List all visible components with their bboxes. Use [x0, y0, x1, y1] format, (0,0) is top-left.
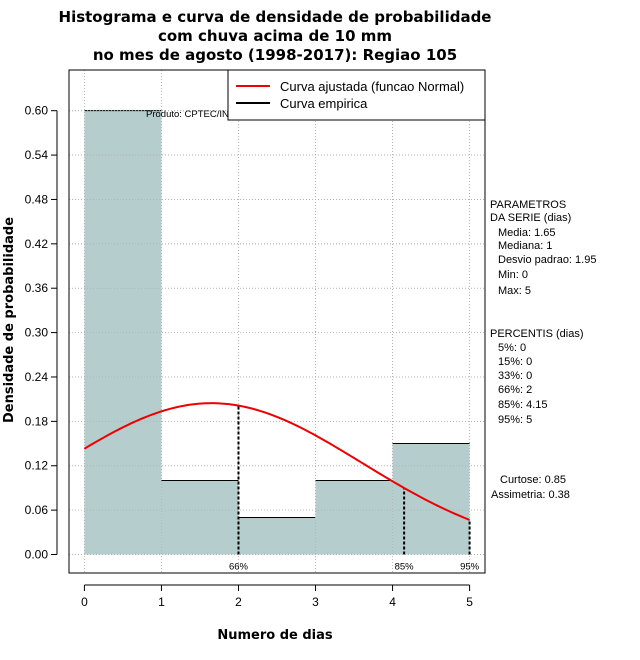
y-tick-label-7: 0.42	[25, 237, 49, 251]
stats-percentis-3: 33%: 0	[498, 370, 532, 382]
stats-percentis-1: 5%: 0	[498, 342, 526, 354]
x-tick-label-4: 4	[389, 595, 396, 609]
legend-label-empirical-curve: Curva empirica	[280, 96, 368, 111]
watermark-text: Produto: CPTEC/INPE	[146, 109, 242, 120]
y-tick-label-9: 0.54	[25, 148, 49, 162]
chart-title-line-1: Histograma e curva de densidade de proba…	[59, 8, 492, 26]
histogram-bar-3	[315, 480, 393, 555]
y-tick-label-6: 0.36	[25, 281, 49, 295]
normal-curve-layer	[83, 402, 470, 521]
axes-layer: 0 1 2 3 4 5 0.00 0.06 0.12 0.18 0.24 0.30 0.36 0.42 0.…	[25, 104, 474, 609]
legend-label-fitted-curve: Curva ajustada (funcao Normal)	[280, 79, 464, 94]
stats-parametros-1: DA SERIE (dias)	[490, 212, 571, 224]
stats-parametros-3: Mediana: 1	[498, 240, 552, 252]
histogram-bar-1	[161, 480, 239, 555]
stats-percentis-2: 15%: 0	[498, 356, 532, 368]
x-tick-label-0: 0	[81, 595, 88, 609]
stats-percentis-4: 66%: 2	[498, 384, 532, 396]
chart-title-line-3: no mes de agosto (1998-2017): Regiao 105	[93, 46, 457, 64]
percentile-marker-label-1: 85%	[395, 562, 415, 573]
normal-density-curve	[83, 402, 470, 521]
x-axis-label: Numero de dias	[217, 628, 333, 643]
stats-assimetria: Assimetria: 0.38	[491, 489, 570, 501]
y-tick-label-2: 0.12	[25, 459, 49, 473]
y-tick-label-1: 0.06	[25, 503, 49, 517]
stats-parametros-2: Media: 1.65	[498, 227, 555, 239]
stats-percentis-6: 95%: 5	[498, 414, 532, 426]
x-tick-label-2: 2	[235, 595, 242, 609]
stats-percentis-5: 85%: 4.15	[498, 399, 548, 411]
histogram-bar-0	[84, 110, 162, 555]
y-axis-label: Densidade de probabilidade	[2, 217, 17, 423]
y-tick-label-5: 0.30	[25, 326, 49, 340]
chart-title-line-2: com chuva acima de 10 mm	[158, 27, 392, 45]
stats-parametros-5: Min: 0	[498, 269, 528, 281]
histogram-bars	[69, 70, 485, 555]
y-tick-label-4: 0.24	[25, 370, 49, 384]
stats-curtose: Curtose: 0.85	[500, 474, 566, 486]
y-tick-label-3: 0.18	[25, 414, 49, 428]
percentile-markers: 66% 85% 95%	[229, 405, 480, 573]
x-tick-label-3: 3	[312, 595, 319, 609]
legend: Curva ajustada (funcao Normal) Curva emp…	[227, 69, 486, 121]
stats-parametros-0: PARAMETROS	[490, 199, 566, 211]
legend-box	[227, 69, 486, 121]
y-tick-label-0: 0.00	[25, 548, 49, 562]
stats-parametros-4: Desvio padrao: 1.95	[498, 254, 596, 266]
percentile-marker-label-0: 66%	[229, 562, 249, 573]
histogram-bar-4	[392, 443, 470, 555]
percentile-marker-label-2: 95%	[460, 562, 480, 573]
y-tick-label-10: 0.60	[25, 104, 49, 118]
x-tick-label-1: 1	[158, 595, 165, 609]
x-tick-label-5: 5	[466, 595, 473, 609]
histogram-bar-2	[238, 517, 316, 555]
y-tick-label-8: 0.48	[25, 192, 49, 206]
stats-panel: PARAMETROS DA SERIE (dias) Media: 1.65 M…	[490, 199, 596, 501]
stats-parametros-6: Max: 5	[498, 285, 531, 297]
stats-percentis-0: PERCENTIS (dias)	[490, 328, 584, 340]
